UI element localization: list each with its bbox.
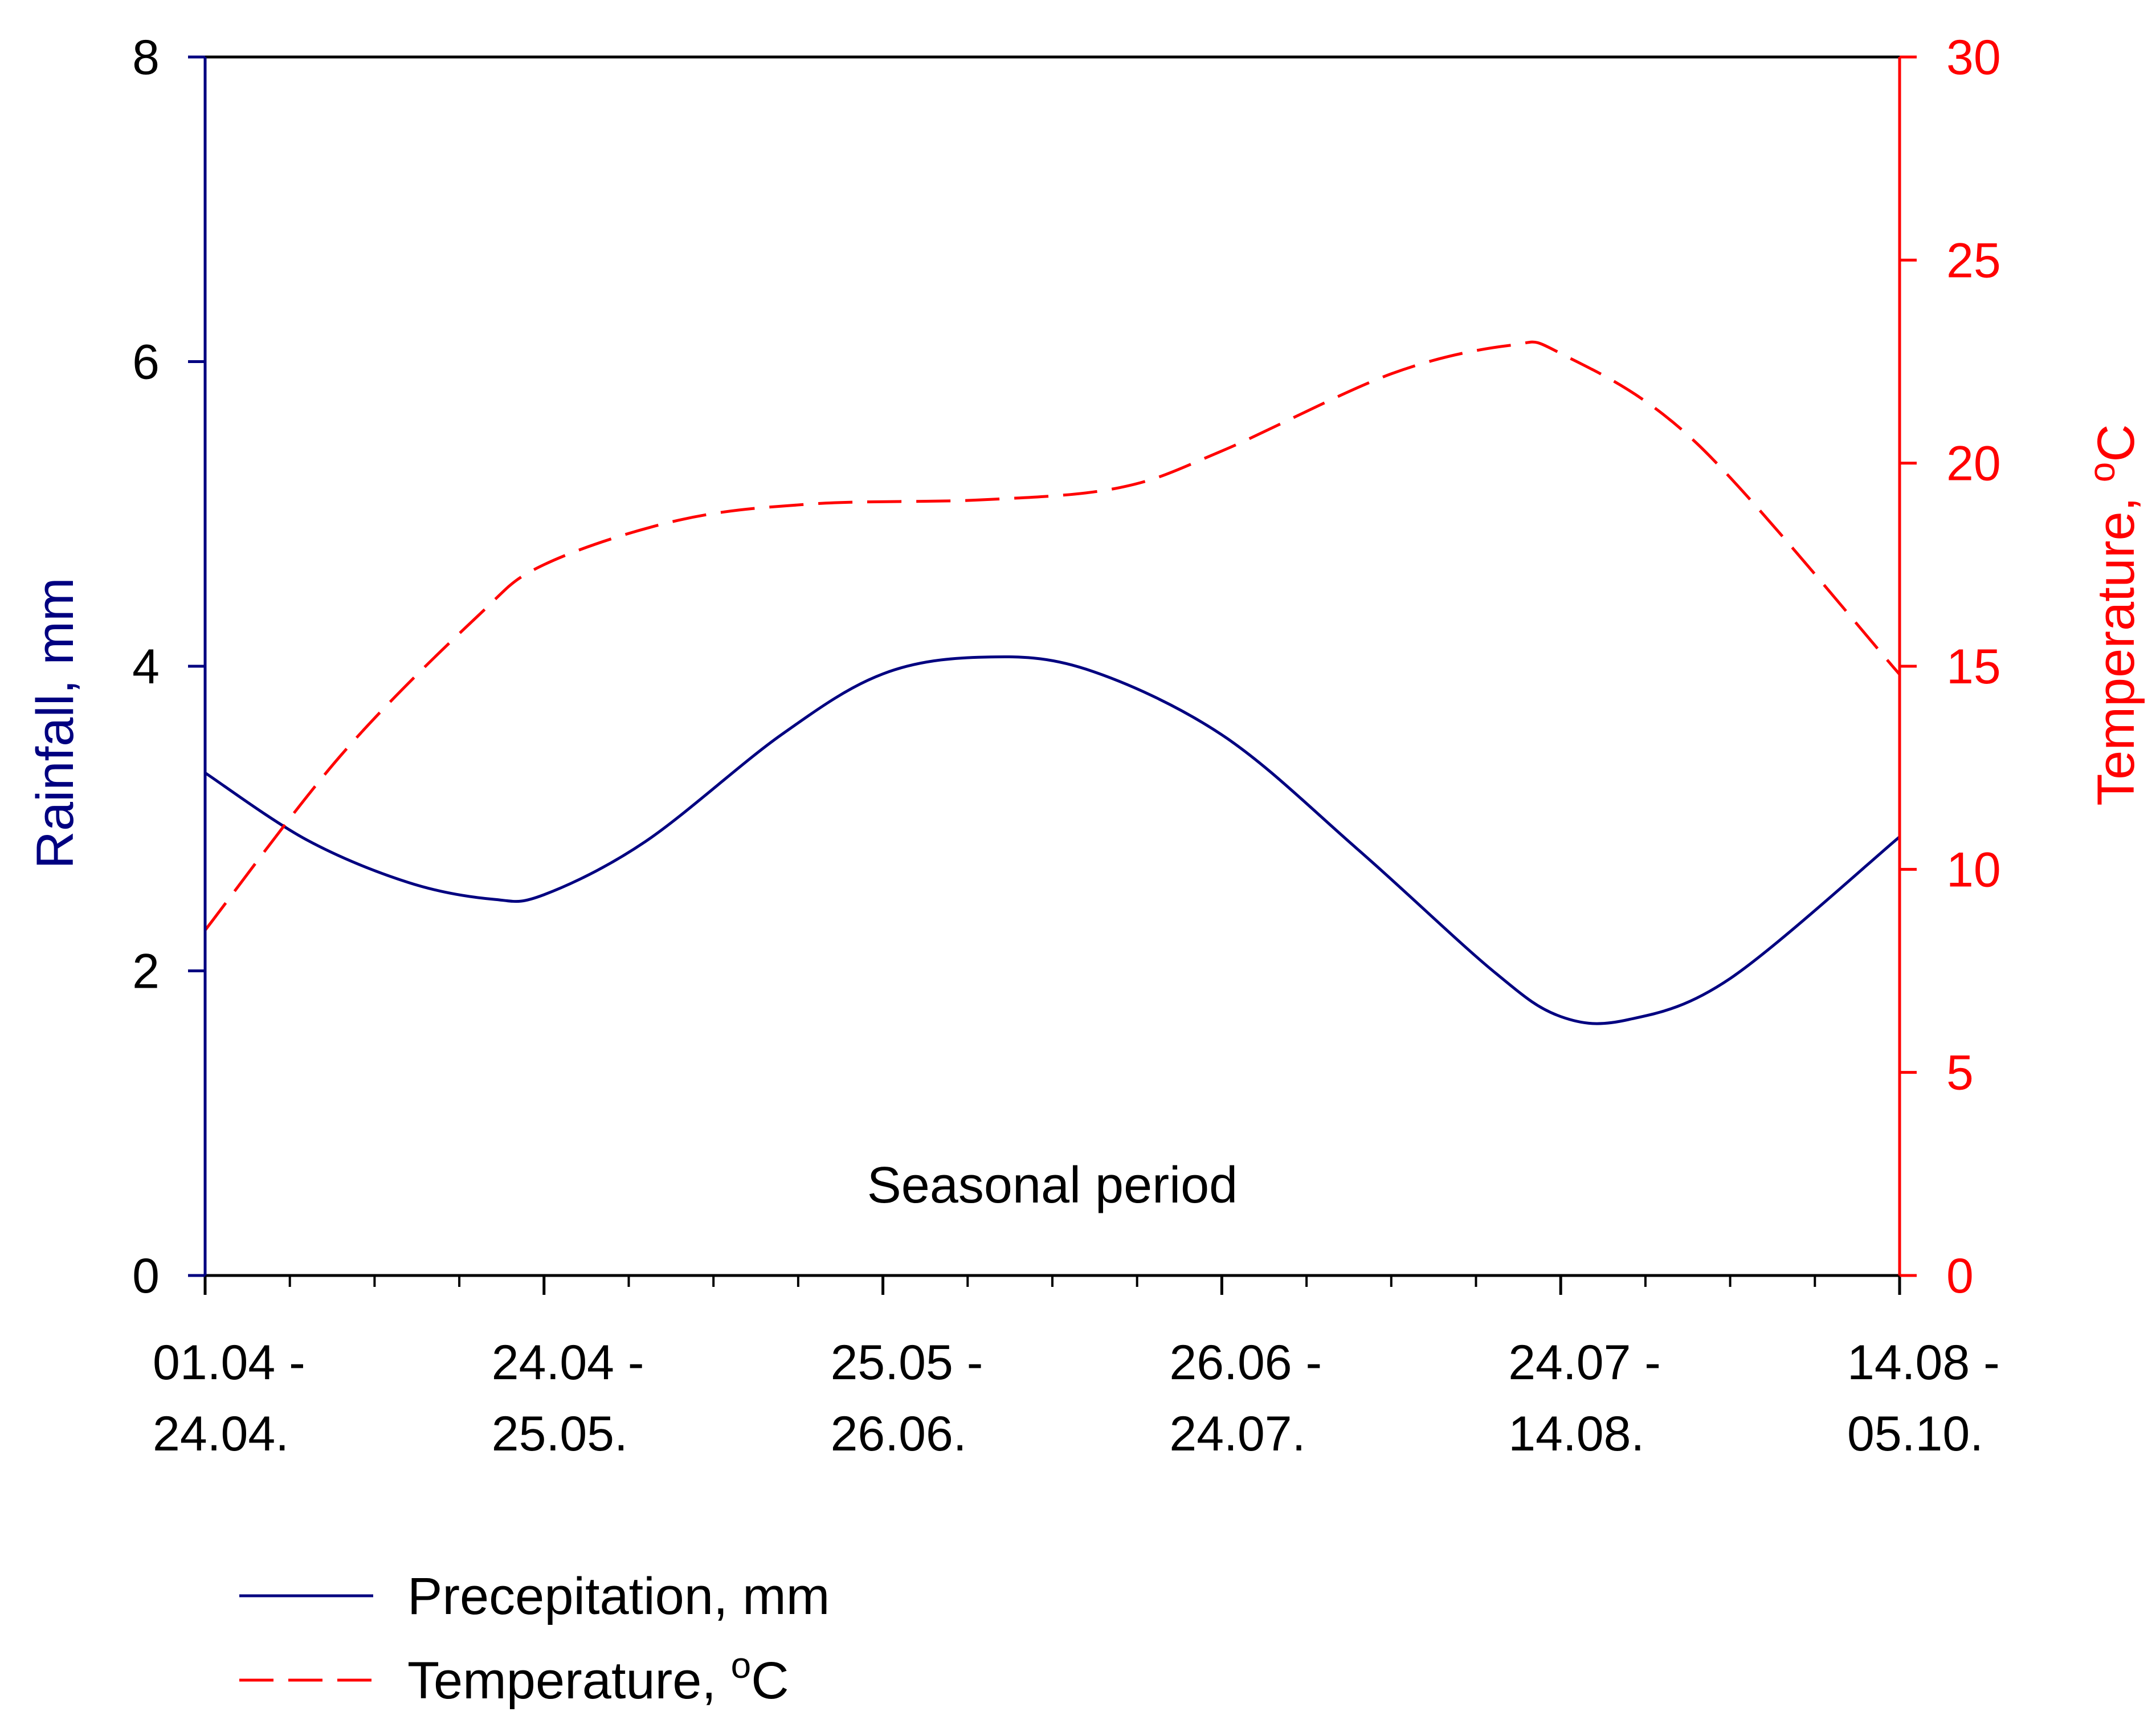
left-y-tick-label: 4 [132, 639, 160, 694]
legend-label-superscript: o [731, 1645, 752, 1686]
legend-label-text: Precepitation, mm [407, 1567, 830, 1625]
x-tick-label: 24.04 - 25.05. [492, 1335, 644, 1461]
precipitation-line [204, 655, 1901, 1025]
right-y-tick-label: 20 [1946, 437, 2001, 491]
left-y-tick-label: 2 [132, 944, 160, 999]
right-y-tick-label: 15 [1946, 639, 2001, 694]
annotation-seasonal-period: Seasonal period [867, 1157, 1238, 1214]
left-y-tick-label: 8 [132, 30, 160, 85]
x-tick-label-line2: 14.08. [1508, 1407, 1644, 1461]
right-y-tick-label: 30 [1946, 30, 2001, 85]
x-tick-label-line2: 25.05. [492, 1407, 628, 1461]
x-tick-label: 25.05 - 26.06. [831, 1335, 983, 1461]
right-y-axis-title-unit: C [2087, 424, 2145, 462]
right-y-tick-label: 25 [1946, 233, 2001, 288]
left-y-axis-title: Rainfall, mm [26, 577, 84, 869]
right-y-axis-title-text: Temperature, [2087, 482, 2145, 806]
right-y-axis-title: Temperature, oC [2081, 424, 2145, 806]
x-tick-label-line1: 01.04 - [153, 1335, 305, 1390]
x-tick-label: 14.08 - 05.10. [1847, 1335, 2000, 1461]
legend-label-text: Temperature, [407, 1652, 731, 1710]
x-tick-label: 26.06 - 24.07. [1169, 1335, 1322, 1461]
left-y-tick-label: 6 [132, 335, 160, 390]
x-tick-label-line2: 24.04. [153, 1407, 289, 1461]
legend-precipitation-label: Precepitation, mm [407, 1567, 830, 1625]
x-tick-label-line1: 25.05 - [831, 1335, 983, 1390]
x-tick-label-line1: 14.08 - [1847, 1335, 2000, 1390]
right-y-tick-label: 0 [1946, 1249, 1974, 1303]
x-tick-label-line2: 24.07. [1169, 1407, 1305, 1461]
legend-temperature-label: Temperature, oC [407, 1645, 789, 1710]
x-tick-label-line1: 26.06 - [1169, 1335, 1322, 1390]
right-y-tick-label: 10 [1946, 842, 2001, 897]
legend-label-unit: C [751, 1652, 789, 1710]
left-y-tick-label: 0 [132, 1249, 160, 1303]
x-tick-label: 01.04 - 24.04. [153, 1335, 305, 1461]
x-tick-label-line1: 24.07 - [1508, 1335, 1661, 1390]
x-tick-label-line2: 05.10. [1847, 1407, 1983, 1461]
x-tick-label-line2: 26.06. [831, 1407, 967, 1461]
x-tick-label-line1: 24.04 - [492, 1335, 644, 1390]
x-tick-label: 24.07 - 14.08. [1508, 1335, 1661, 1461]
right-y-axis-title-superscript: o [2081, 462, 2122, 483]
temperature-line [204, 340, 1901, 931]
right-y-tick-label: 5 [1946, 1046, 1974, 1101]
